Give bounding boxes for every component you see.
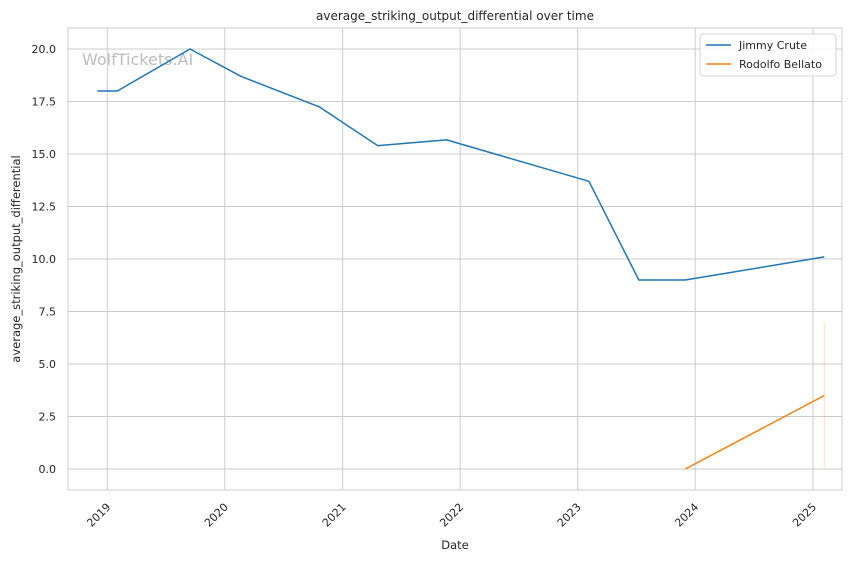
series-line [97,48,825,281]
plot-frame [67,27,843,491]
y-tick-label: 20.0 [32,43,57,56]
data-point [823,255,826,258]
y-tick-label: 17.5 [32,96,57,109]
data-point [684,468,687,471]
series-line [684,394,825,470]
grid [68,28,842,490]
data-point [376,144,379,147]
y-tick-label: 5.0 [39,358,57,371]
legend: Jimmy Crute Rodolfo Bellato [699,33,837,77]
data-point [189,48,192,51]
y-axis-label: average_striking_output_differential [9,155,23,362]
y-tick-label: 7.5 [39,306,57,319]
data-point [684,279,687,282]
data-point [823,394,826,397]
data-point [116,90,119,93]
data-point [587,180,590,183]
data-point [445,138,448,141]
y-tick-label: 15.0 [32,148,57,161]
y-tick-label: 2.5 [39,411,57,424]
y-axis-ticks: 0.0 2.5 5.0 7.5 10.0 12.5 15.0 17.5 20.0 [32,43,57,476]
legend-item: Jimmy Crute [706,39,807,52]
legend-label: Rodolfo Bellato [739,58,822,71]
data-point [239,75,242,78]
chart-title: average_striking_output_differential ove… [316,9,594,23]
x-axis-label: Date [441,538,469,552]
y-tick-label: 10.0 [32,253,57,266]
data-point [318,105,321,108]
series-1 [684,322,826,471]
watermark: WolfTickets.AI [82,50,193,69]
legend-box [699,33,837,77]
series [96,48,826,471]
y-tick-label: 0.0 [39,463,57,476]
series-0 [96,48,826,282]
data-point [96,90,99,93]
legend-item: Rodolfo Bellato [706,58,822,71]
legend-label: Jimmy Crute [738,39,807,52]
data-point [637,279,640,282]
y-tick-label: 12.5 [32,201,57,214]
